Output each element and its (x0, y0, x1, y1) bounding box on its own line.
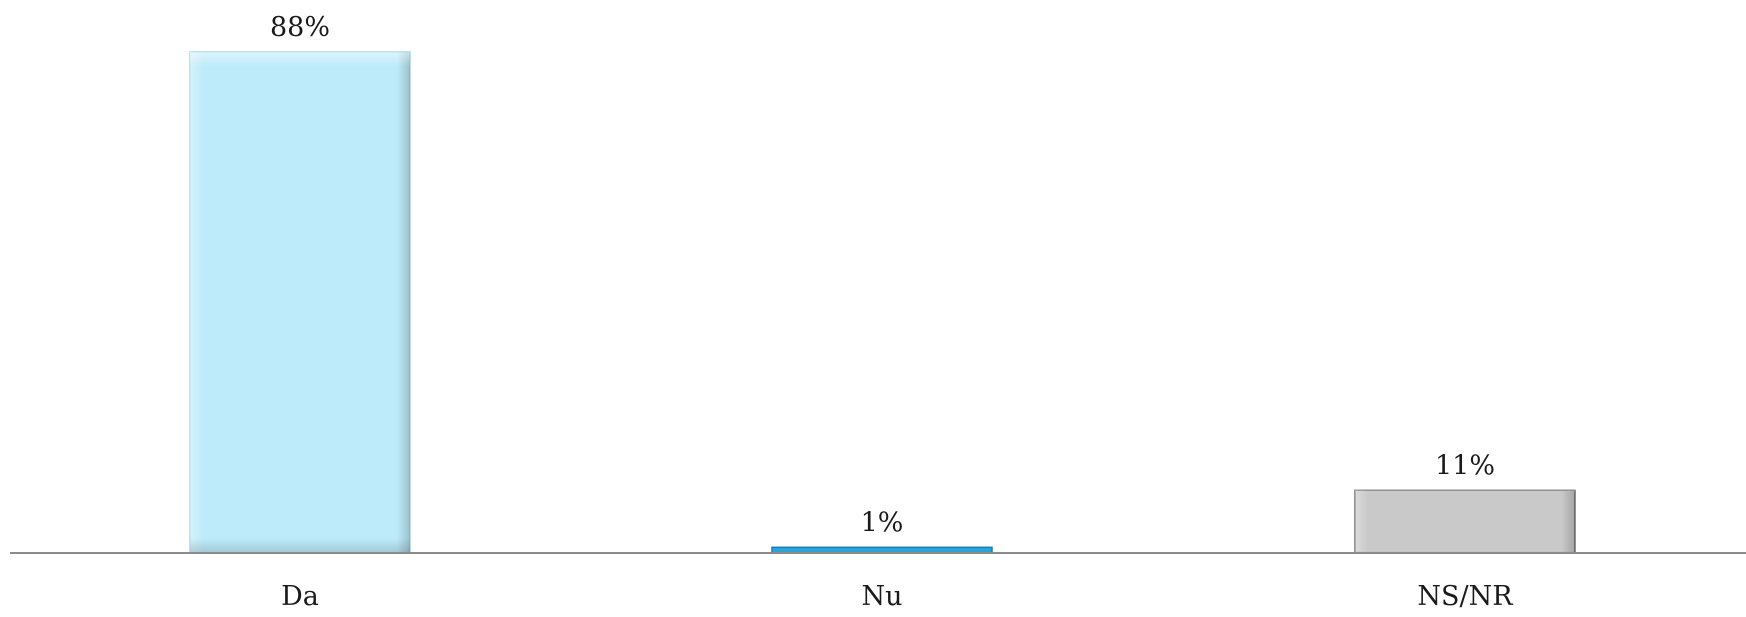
bar-da (189, 51, 411, 554)
x-tick-label-nu: Nu (861, 581, 902, 612)
data-label-ns-nr: 11% (1435, 450, 1495, 481)
bars-layer (189, 51, 1576, 554)
bar-bevel-top-da (190, 52, 410, 553)
data-label-da: 88% (270, 12, 330, 43)
x-tick-label-da: Da (281, 581, 319, 612)
data-label-nu: 1% (861, 507, 904, 538)
bar-ns-nr (1354, 489, 1576, 554)
labels-layer: 88% 1% 11% (270, 12, 1495, 538)
x-axis-tick-labels: Da Nu NS/NR (281, 581, 1513, 612)
bar-bevel-top-ns-nr (1355, 490, 1575, 553)
x-tick-label-ns-nr: NS/NR (1417, 581, 1513, 612)
